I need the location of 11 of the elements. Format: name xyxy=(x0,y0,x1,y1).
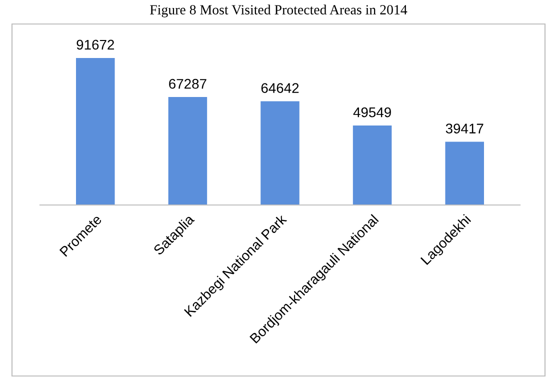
bar xyxy=(352,126,392,205)
data-label: 39417 xyxy=(446,124,484,134)
data-label: 91672 xyxy=(76,40,114,50)
bar xyxy=(445,142,484,205)
bar xyxy=(260,101,300,205)
bar xyxy=(168,97,208,205)
bar xyxy=(76,58,115,205)
data-label: 64642 xyxy=(261,83,299,93)
data-label: 49549 xyxy=(353,107,391,118)
data-label: 67287 xyxy=(169,78,206,89)
chart-title: Figure 8 Most Visited Protected Areas in 2014 xyxy=(150,4,408,18)
